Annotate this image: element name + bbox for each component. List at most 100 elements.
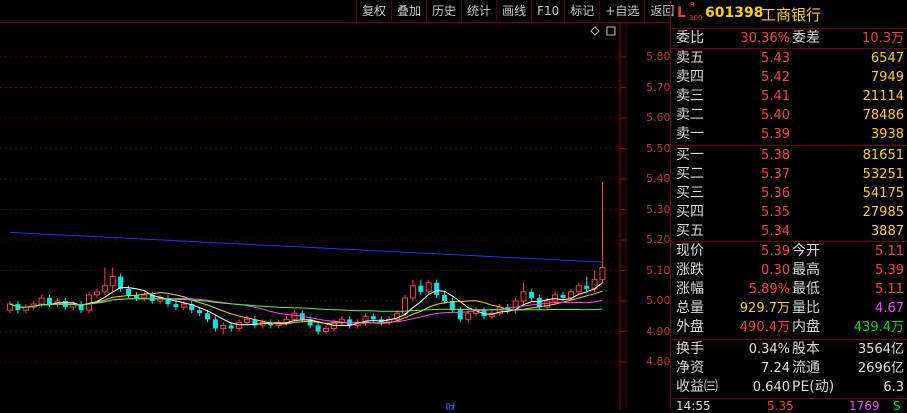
chart-toolbar: 复权 叠加 历史 统计 画线 F10 标记 +自选 返回	[356, 0, 679, 22]
buy-level-5-value-2: 3887	[870, 224, 904, 239]
candle-body	[575, 285, 582, 293]
fund-row-0-value: 0.34%	[748, 342, 790, 357]
stat-row-3-value: 929.7万	[739, 301, 790, 316]
sell-level-5-label: 卖五	[676, 50, 704, 66]
buy-level-5: 买五 5.34 3887	[671, 222, 907, 241]
ma5-line	[9, 282, 603, 326]
candle-body	[212, 319, 218, 329]
price-axis-label: 4.80	[646, 355, 671, 368]
stat-row-4-label: 外盘	[676, 319, 704, 335]
candle-body	[165, 297, 171, 305]
finance-event-marker[interactable]: 财	[445, 401, 456, 410]
buy-level-2: 买二 5.37 53251	[671, 165, 907, 184]
candle-body	[141, 294, 148, 299]
buy-level-4-label: 买四	[676, 204, 704, 220]
buy-level-5-value: 5.34	[761, 224, 790, 239]
diamond-icon	[590, 26, 600, 36]
stock-header: L R 300 601398 工商银行	[671, 0, 907, 29]
candle-body	[205, 313, 210, 320]
buy-level-3-value: 5.36	[761, 186, 790, 201]
fund-row-2: 收益㈢ 0.640 PE(动) 6.3	[671, 378, 907, 397]
fund-row-1-label: 净资	[676, 360, 704, 376]
sell-level-2: 卖二 5.40 78486	[671, 106, 907, 125]
stat-row-2: 涨幅 5.89% 最低 5.11	[671, 280, 907, 299]
fund-row-0-label: 换手	[676, 341, 704, 357]
candle-body	[101, 285, 108, 293]
f10-button[interactable]: F10	[531, 0, 564, 22]
sell-level-1-label: 卖一	[676, 126, 704, 142]
candle-body	[599, 266, 606, 281]
overlay-button[interactable]: 叠加	[391, 0, 426, 22]
buy-level-1-label: 买一	[676, 147, 704, 163]
candle-body	[449, 301, 455, 311]
buy-level-4-value: 5.35	[761, 205, 790, 220]
sell-level-1-value-2: 3938	[870, 127, 904, 142]
candle-body	[457, 310, 463, 320]
sell-level-5: 卖五 5.43 6547	[671, 49, 907, 68]
price-axis-label: 5.20	[646, 233, 671, 246]
sell-level-5-value: 5.43	[761, 51, 790, 66]
candle-body	[173, 304, 179, 308]
buy-level-3: 买三 5.36 54175	[671, 184, 907, 203]
candle-body	[409, 285, 416, 299]
candle-body	[418, 285, 424, 292]
candle-body	[434, 282, 440, 295]
price-axis-label: 5.60	[646, 111, 671, 124]
candle-body	[560, 294, 566, 298]
candle-body	[109, 276, 116, 287]
candle-body	[220, 324, 227, 329]
kline-chart[interactable]: 财	[0, 0, 670, 410]
candle-body	[252, 319, 258, 326]
candle-body	[402, 297, 408, 314]
candle-body	[118, 276, 124, 289]
candle-body	[323, 327, 329, 333]
stat-row-0-label-2: 今开	[792, 243, 820, 259]
weibi-value: 30.36%	[740, 31, 790, 46]
draw-line-button[interactable]: 画线	[496, 0, 531, 22]
tick-time: 14:55	[676, 399, 711, 413]
r-flag: R	[690, 1, 695, 9]
fund-row-0-value-2: 3564亿	[857, 342, 904, 357]
sell-level-4-value: 5.42	[761, 70, 790, 85]
divider	[671, 145, 907, 146]
candle-body	[93, 291, 100, 296]
candle-body	[584, 285, 590, 289]
stat-row-2-value-2: 5.11	[875, 282, 904, 297]
fund-row-2-value-2: 6.3	[883, 380, 904, 395]
divider	[671, 398, 907, 399]
candle-body	[157, 297, 164, 302]
stat-row-0-value-2: 5.11	[875, 244, 904, 259]
buy-level-1: 买一 5.38 81651	[671, 146, 907, 165]
sell-level-3-value: 5.41	[761, 89, 790, 104]
square-icon	[606, 26, 616, 36]
price-axis-label: 5.30	[646, 202, 671, 216]
tick-volume: 1769	[849, 399, 880, 413]
candle-body	[536, 297, 542, 308]
statistics-button[interactable]: 统计	[461, 0, 496, 22]
stat-row-2-label-2: 最低	[792, 281, 820, 297]
weibi-label: 委比	[676, 30, 704, 46]
sell-level-2-value-2: 78486	[862, 108, 904, 123]
restore-rights-button[interactable]: 复权	[356, 0, 391, 22]
sell-level-1: 卖一 5.39 3938	[671, 125, 907, 144]
back-button[interactable]: 返回	[644, 0, 679, 22]
fund-row-1-value: 7.24	[761, 361, 790, 376]
stat-row-1-value-2: 5.39	[875, 263, 904, 278]
divider	[671, 339, 907, 340]
candle-body	[236, 321, 243, 329]
stat-row-4-value-2: 439.4万	[853, 320, 904, 335]
kline-chart-area[interactable]: 财 复权 叠加 历史 统计 画线 F10 标记 +自选 返回 5.80 5.70 5…	[0, 0, 674, 410]
add-watchlist-button[interactable]: +自选	[599, 0, 644, 22]
history-button[interactable]: 历史	[426, 0, 461, 22]
stat-row-1-label-2: 最高	[792, 262, 820, 278]
candle-body	[442, 294, 447, 301]
weibi-row: 委比 30.36% 委差 10.3万	[671, 29, 907, 48]
price-axis-label: 4.90	[646, 324, 671, 338]
sell-level-3: 卖三 5.41 21114	[671, 87, 907, 106]
mark-button[interactable]: 标记	[564, 0, 599, 22]
stat-row-3-label-2: 量比	[792, 300, 820, 316]
candle-body	[268, 322, 274, 326]
stat-row-4-label-2: 内盘	[792, 319, 820, 335]
fund-row-1: 净资 7.24 流通 2696亿	[671, 359, 907, 378]
price-axis-label: 5.80	[646, 50, 671, 63]
